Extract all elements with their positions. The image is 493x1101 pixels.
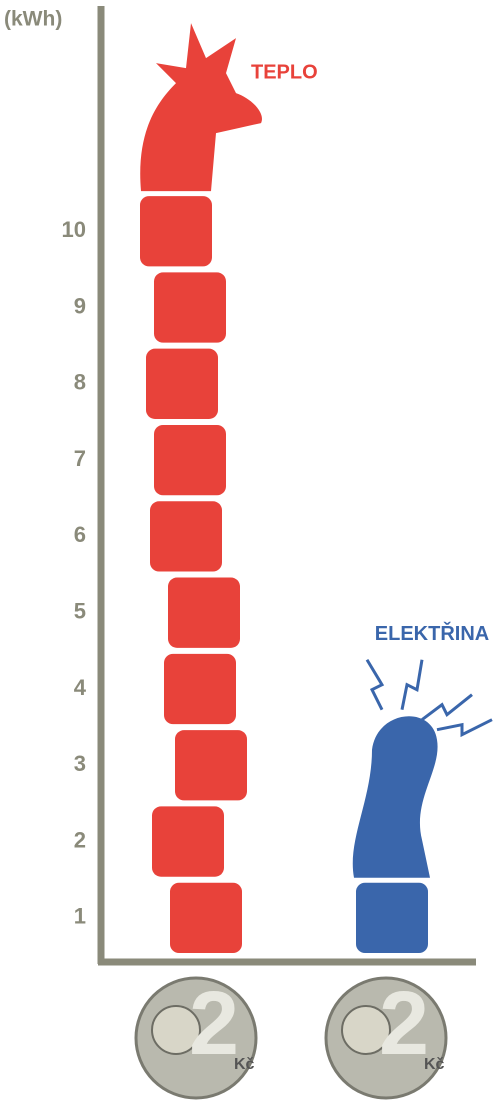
- category-label: TEPLO: [251, 61, 318, 83]
- block: [140, 196, 212, 267]
- y-tick-label: 4: [74, 675, 87, 700]
- figure: [352, 716, 438, 878]
- block: [150, 501, 222, 572]
- block: [154, 272, 226, 343]
- coin-unit: Kč: [234, 1056, 255, 1073]
- block: [154, 424, 226, 496]
- y-tick-label: 8: [74, 370, 86, 395]
- block: [152, 806, 224, 877]
- y-tick-label: 3: [74, 751, 86, 776]
- y-tick-label: 6: [74, 522, 86, 547]
- block: [356, 882, 428, 953]
- bar: [140, 196, 247, 953]
- y-tick-label: 5: [74, 599, 86, 624]
- block: [175, 730, 247, 801]
- block: [146, 348, 218, 419]
- coin-value: 2: [379, 974, 429, 1074]
- category-label: ELEKTŘINA: [375, 621, 489, 645]
- y-tick-label: 7: [74, 446, 86, 471]
- sparks: [365, 658, 493, 738]
- block: [168, 577, 240, 648]
- y-tick-label: 2: [74, 827, 86, 852]
- y-tick-label: 9: [74, 293, 86, 318]
- coin-value: 2: [189, 974, 239, 1074]
- coin-emblem: [151, 1005, 201, 1055]
- coin-emblem: [341, 1005, 391, 1055]
- unit-label: (kWh): [4, 8, 62, 31]
- y-tick-label: 10: [62, 217, 86, 242]
- coin-unit: Kč: [424, 1056, 445, 1073]
- y-tick-label: 1: [74, 904, 86, 929]
- figure: [140, 23, 262, 192]
- block: [170, 882, 242, 953]
- bar: [356, 882, 428, 953]
- block: [164, 653, 236, 725]
